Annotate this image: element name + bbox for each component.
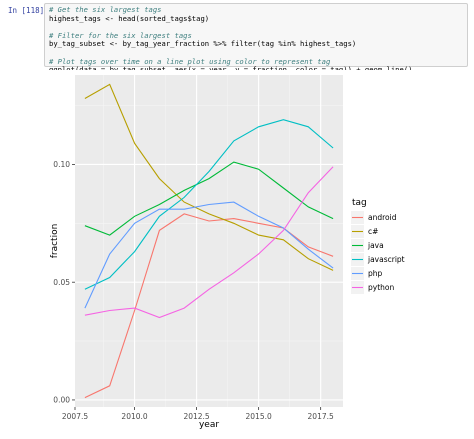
legend-label: php (368, 269, 383, 278)
series-line-java (84, 161, 334, 236)
line-plot: 2007.5 2010.0 2012.5 2015.0 2017.5 0.00 0.05 0… (0, 70, 474, 435)
legend: tag android c# java javascript php python (351, 198, 405, 294)
cell-output: 2007.5 2010.0 2012.5 2015.0 2017.5 0.00 0.05 0… (0, 70, 474, 435)
cell-prompt: In [118]: (8, 6, 49, 15)
series-line-javascript (84, 119, 334, 290)
series-line-python (84, 166, 334, 319)
code-line: by_tag_subset <- by_tag_year_fraction %>… (49, 39, 357, 49)
x-tick-label: 2017.5 (308, 412, 334, 421)
legend-label: android (368, 213, 397, 222)
series-line-android (84, 213, 334, 399)
code-comment-line: # Plot tags over time on a line plot usi… (49, 56, 331, 66)
y-tick-label: 0.10 (53, 160, 70, 169)
x-axis-label: year (199, 420, 219, 430)
y-tick-label: 0.00 (53, 396, 70, 405)
legend-title: tag (352, 198, 367, 208)
legend-label: java (367, 241, 384, 250)
code-editor[interactable]: # Get the six largest tags highest_tags <… (44, 3, 468, 74)
series-line-csharp (84, 83, 334, 271)
x-tick-label: 2007.5 (62, 412, 88, 421)
legend-label: c# (368, 227, 378, 236)
legend-label: javascript (367, 255, 405, 264)
x-tick-label: 2010.0 (121, 412, 147, 421)
y-axis-label: fraction (50, 224, 60, 259)
code-line: highest_tags <- head(sorted_tags$tag) (49, 13, 210, 23)
code-comment-line: # Get the six largest tags (49, 5, 162, 14)
legend-label: python (368, 283, 394, 292)
x-tick-label: 2015.0 (246, 412, 272, 421)
code-comment-line: # Filter for the six largest tags (49, 30, 192, 40)
y-tick-label: 0.05 (53, 278, 70, 287)
code-line: ggplot(data = by_tag_subset, aes(x = yea… (49, 65, 413, 75)
series-line-php (84, 201, 334, 309)
x-tick-label: 2012.5 (183, 412, 209, 421)
